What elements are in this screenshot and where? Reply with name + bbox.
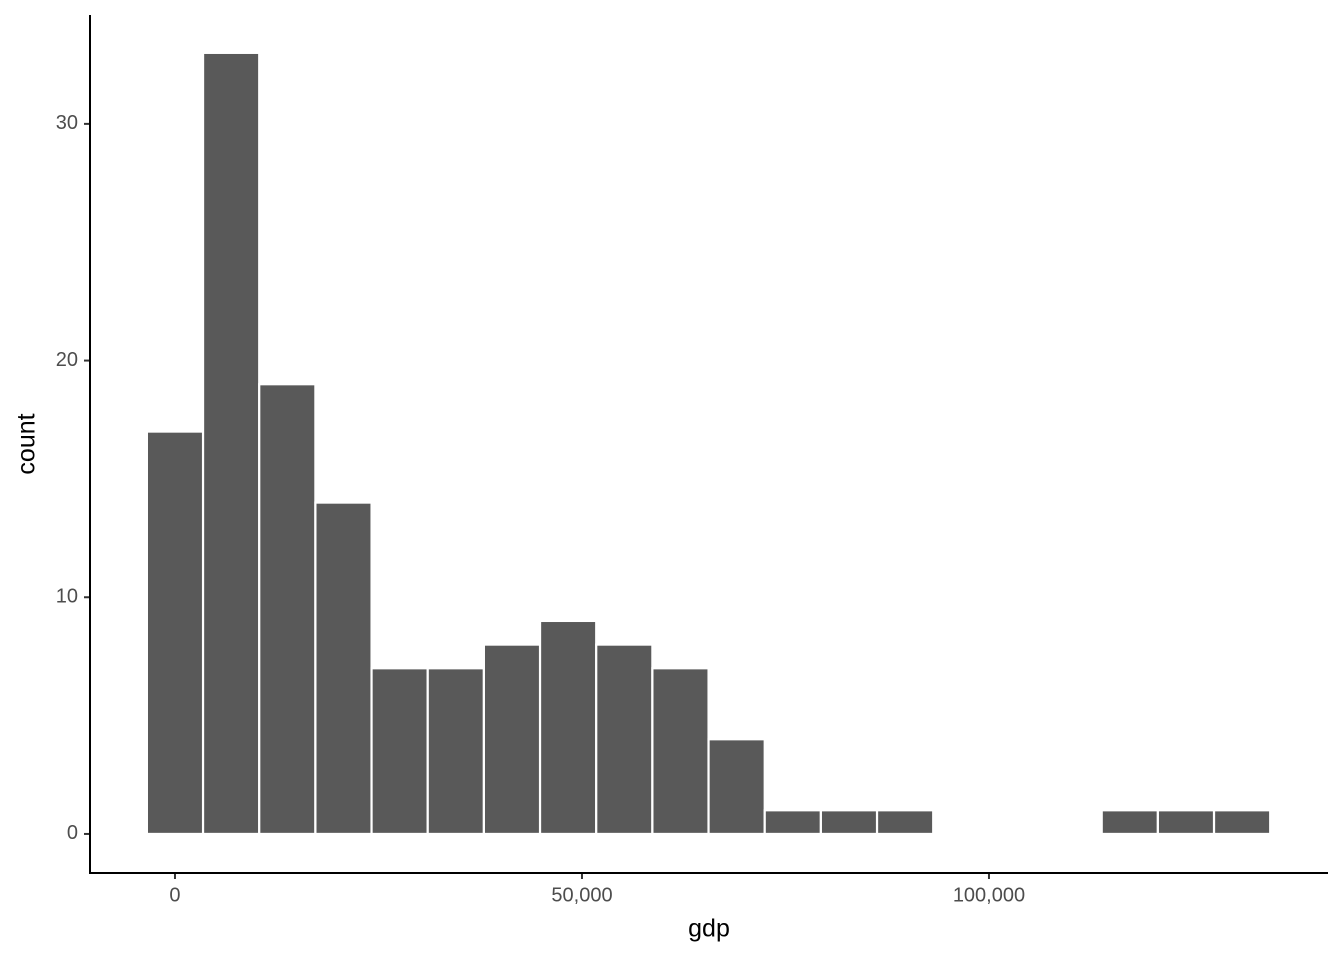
y-tick-label: 20 <box>56 349 78 371</box>
x-axis-title: gdp <box>688 915 730 943</box>
bar <box>1156 809 1216 836</box>
bar <box>370 667 429 836</box>
bar <box>1212 809 1272 836</box>
bar <box>707 738 766 836</box>
bar <box>1100 809 1159 836</box>
bar <box>595 643 654 836</box>
y-tick-label: 30 <box>56 112 78 134</box>
x-tick-label: 50,000 <box>551 884 612 906</box>
bar <box>258 383 317 836</box>
bar <box>819 809 879 836</box>
bar <box>314 501 373 836</box>
bar <box>426 667 485 836</box>
x-tick-label: 100,000 <box>953 884 1025 906</box>
bar <box>651 667 710 836</box>
x-tick-label: 0 <box>169 884 180 906</box>
y-tick-label: 0 <box>67 822 78 844</box>
bar <box>763 809 822 836</box>
bar <box>145 430 205 836</box>
bar <box>201 51 261 836</box>
y-axis-title: count <box>13 413 41 474</box>
bar <box>482 643 542 836</box>
y-tick-label: 10 <box>56 586 78 608</box>
bar <box>875 809 935 836</box>
bar <box>538 619 598 836</box>
